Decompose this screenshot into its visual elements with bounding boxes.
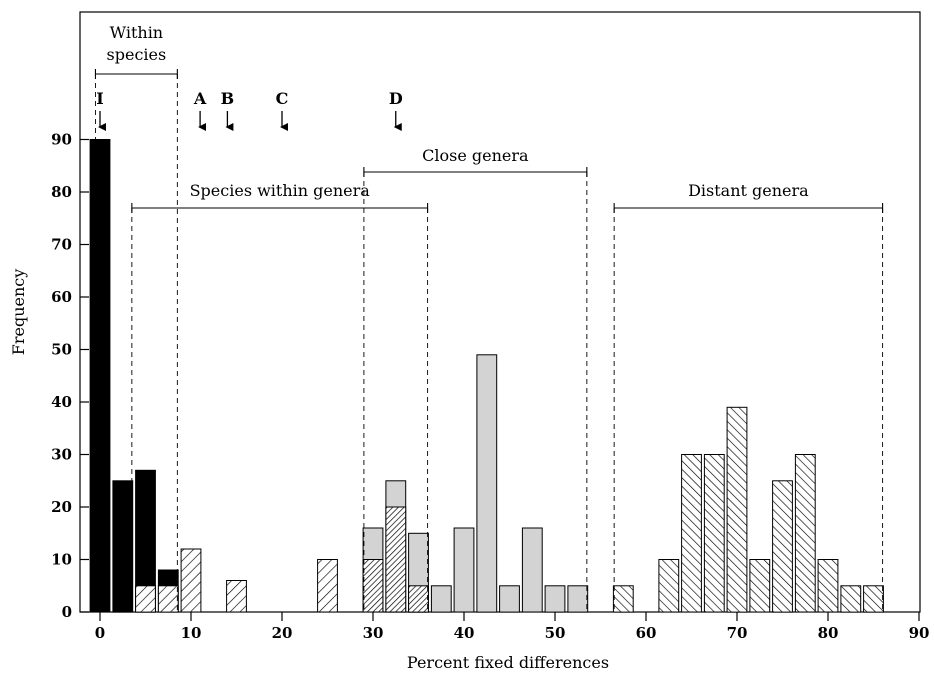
x-tick-label: 50 bbox=[545, 624, 566, 642]
y-tick-label: 30 bbox=[51, 446, 72, 464]
distant-genera-label: Distant genera bbox=[688, 181, 809, 200]
bar-gray bbox=[476, 354, 498, 613]
bar-gray bbox=[521, 527, 543, 613]
bar-gray bbox=[544, 585, 566, 613]
x-axis-title: Percent fixed differences bbox=[407, 653, 609, 672]
x-tick-label: 10 bbox=[181, 624, 202, 642]
bar-dense-hatch bbox=[408, 585, 429, 613]
bar-gray bbox=[453, 527, 475, 613]
y-tick-label: 40 bbox=[51, 393, 72, 411]
bars-layer bbox=[89, 139, 884, 613]
y-tick-label: 70 bbox=[51, 236, 72, 254]
x-tick-label: 30 bbox=[363, 624, 384, 642]
within-species-label-line2: species bbox=[107, 45, 167, 64]
bar-diagonal-hatch bbox=[612, 585, 634, 613]
bar-diagonal-hatch bbox=[840, 585, 862, 613]
y-axis-title: Frequency bbox=[9, 269, 28, 356]
bar-wide-hatch bbox=[317, 559, 338, 613]
bar-diagonal-hatch bbox=[863, 585, 884, 613]
bar-gray bbox=[567, 585, 589, 613]
y-tick-label: 0 bbox=[62, 603, 72, 621]
y-tick-label: 10 bbox=[51, 551, 72, 569]
bar-wide-hatch bbox=[135, 585, 156, 613]
bar-solid-black bbox=[89, 139, 111, 613]
species-within-genera-label: Species within genera bbox=[190, 181, 371, 200]
annotations-layer: Within species Species within genera Close … bbox=[94, 23, 884, 612]
bar-dense-hatch bbox=[385, 506, 407, 613]
y-tick-label: 60 bbox=[51, 288, 72, 306]
marker-i: I bbox=[96, 89, 103, 108]
within-species-label-line1: Within bbox=[110, 23, 163, 42]
y-tick-label: 90 bbox=[51, 131, 72, 149]
bar-diagonal-hatch bbox=[703, 454, 725, 613]
bar-wide-hatch bbox=[226, 580, 247, 613]
y-tick-label: 20 bbox=[51, 498, 72, 516]
x-tick-label: 40 bbox=[454, 624, 475, 642]
axes-layer: 0 10 20 30 40 50 60 70 80 90 0 10 20 30 40 50 60 70 80 90 bbox=[51, 131, 929, 643]
x-tick-label: 70 bbox=[727, 624, 748, 642]
x-tick-label: 20 bbox=[272, 624, 293, 642]
marker-c: C bbox=[276, 89, 289, 108]
bar-diagonal-hatch bbox=[726, 406, 748, 613]
bar-diagonal-hatch bbox=[658, 559, 680, 613]
bar-gray bbox=[499, 585, 520, 613]
bar-diagonal-hatch bbox=[749, 559, 771, 613]
marker-a: A bbox=[193, 89, 207, 108]
y-tick-label: 80 bbox=[51, 183, 72, 201]
bar-diagonal-hatch bbox=[794, 454, 816, 613]
bar-solid-black bbox=[112, 480, 134, 613]
x-tick-label: 60 bbox=[636, 624, 657, 642]
marker-b: B bbox=[221, 89, 235, 108]
x-tick-label: 0 bbox=[95, 624, 105, 642]
bar-diagonal-hatch bbox=[772, 480, 793, 613]
bar-wide-hatch bbox=[157, 585, 179, 613]
marker-d: D bbox=[389, 89, 403, 108]
bar-dense-hatch bbox=[362, 559, 384, 613]
bar-diagonal-hatch bbox=[817, 559, 839, 613]
close-genera-label: Close genera bbox=[422, 146, 529, 165]
bar-wide-hatch bbox=[180, 548, 202, 613]
x-tick-label: 80 bbox=[818, 624, 839, 642]
x-tick-label: 90 bbox=[909, 624, 930, 642]
bar-gray bbox=[430, 585, 452, 613]
y-tick-label: 50 bbox=[51, 341, 72, 359]
bar-diagonal-hatch bbox=[681, 454, 702, 613]
